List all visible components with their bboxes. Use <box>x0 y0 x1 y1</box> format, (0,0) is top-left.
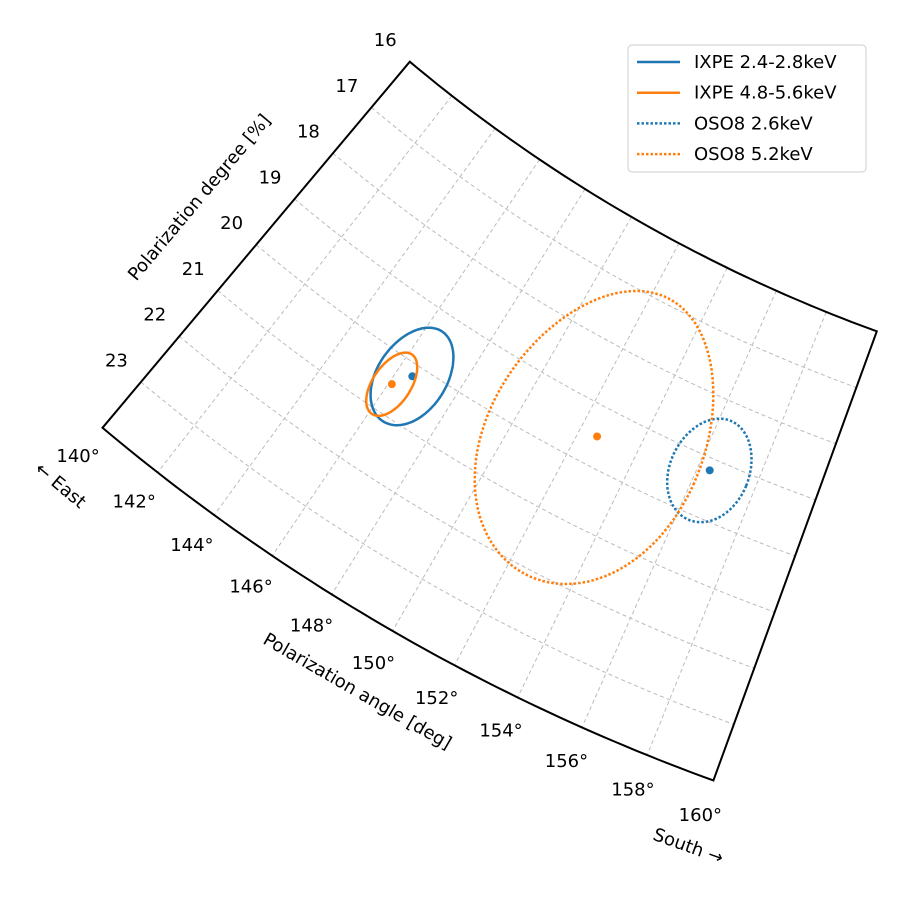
grid-arc <box>255 244 796 557</box>
y-tick-label: 22 <box>143 305 166 326</box>
error-ellipse <box>364 351 419 418</box>
grid-arc <box>140 381 734 725</box>
error-ellipse <box>369 326 455 427</box>
grid-line <box>157 95 453 473</box>
y-tick-label: 16 <box>374 30 397 51</box>
legend: IXPE 2.4-2.8keV IXPE 4.8-5.6keV OSO8 2.6ke… <box>627 44 867 173</box>
center-point <box>387 380 396 389</box>
y-tick-label: 21 <box>182 259 205 280</box>
grid-line <box>646 311 827 756</box>
legend-label: OSO8 5.2keV <box>694 144 813 165</box>
x-tick-label: 148° <box>290 616 333 637</box>
grid-line <box>392 216 632 632</box>
grid-line <box>213 128 496 516</box>
x-tick-label: 142° <box>113 491 156 512</box>
center-point <box>593 432 602 441</box>
grid-line <box>331 188 586 595</box>
legend-box <box>627 44 867 173</box>
x-tick-label: 140° <box>56 446 99 467</box>
grid-line <box>517 267 728 698</box>
legend-label: OSO8 2.6keV <box>694 113 813 134</box>
south-annotation: South → <box>650 824 726 869</box>
frame <box>101 60 879 782</box>
legend-label: IXPE 2.4-2.8keV <box>694 52 837 73</box>
grid-line <box>581 290 777 728</box>
x-tick-label: 156° <box>545 751 588 772</box>
y-tick-label: 19 <box>259 167 282 188</box>
x-tick-label: 158° <box>611 779 654 800</box>
center-point <box>705 466 714 475</box>
grid-arc <box>178 335 755 669</box>
x-tick-label: 146° <box>229 576 272 597</box>
y-tick-label: 18 <box>297 122 320 143</box>
plot-frame <box>101 60 879 782</box>
error-ellipse <box>473 289 715 586</box>
x-tick-label: 150° <box>352 653 395 674</box>
grid-arc <box>294 198 816 501</box>
grid-arc <box>332 152 837 445</box>
x-tick-label: 152° <box>415 688 458 709</box>
grid-arc <box>217 290 775 613</box>
grid-line <box>454 242 680 666</box>
error-ellipse <box>665 417 753 524</box>
y-tick-label: 20 <box>220 213 243 234</box>
x-tick-label: 154° <box>479 721 522 742</box>
legend-label: IXPE 4.8-5.6keV <box>694 83 837 104</box>
y-tick-label: 23 <box>105 350 128 371</box>
y-tick-label: 17 <box>335 76 358 97</box>
x-tick-label: 144° <box>170 535 213 556</box>
marks <box>364 289 753 586</box>
grid-line <box>271 159 540 557</box>
x-tick-label: 160° <box>679 805 722 826</box>
